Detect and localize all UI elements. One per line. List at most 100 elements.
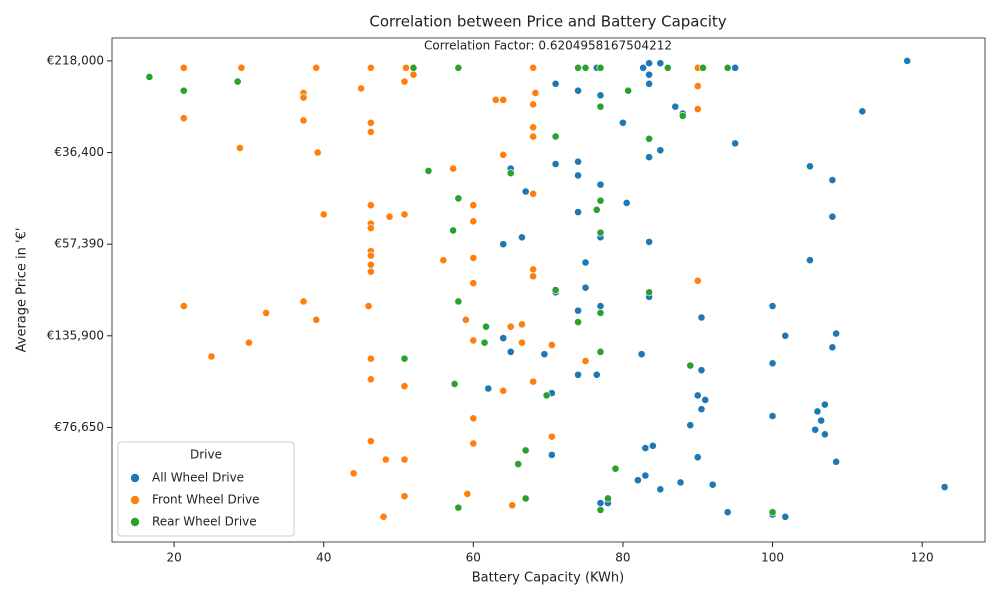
point (364, 302, 373, 310)
point (551, 79, 560, 88)
point (723, 63, 732, 72)
point (400, 492, 409, 501)
point (663, 63, 672, 72)
point (366, 63, 375, 72)
point (821, 430, 829, 439)
point (454, 297, 463, 306)
point (574, 318, 582, 326)
point (813, 407, 822, 416)
point (145, 73, 154, 81)
point (645, 59, 654, 68)
point (469, 414, 478, 423)
point (574, 157, 582, 166)
point (508, 501, 517, 510)
point (179, 302, 188, 310)
point (731, 139, 740, 148)
point (506, 169, 515, 178)
point (903, 57, 912, 65)
point (319, 210, 328, 219)
point (701, 396, 710, 404)
point (299, 116, 308, 125)
point (402, 63, 410, 72)
x-tick-label: 100 (761, 551, 784, 565)
point (596, 228, 605, 237)
point (179, 63, 188, 72)
point (233, 77, 242, 86)
point (366, 128, 375, 136)
point (529, 272, 538, 281)
point (312, 315, 321, 324)
point (366, 354, 375, 363)
point (781, 512, 790, 521)
point (547, 432, 556, 441)
point (409, 63, 418, 72)
point (499, 240, 508, 249)
legend-marker (130, 473, 140, 483)
point (656, 485, 665, 494)
point (449, 164, 458, 173)
point (499, 334, 508, 343)
point (454, 503, 463, 512)
x-tick-label: 60 (466, 551, 481, 565)
point (596, 499, 605, 507)
point (697, 405, 706, 414)
point (499, 95, 508, 104)
point (518, 320, 526, 329)
point (697, 313, 706, 322)
point (484, 384, 493, 393)
point (574, 63, 582, 72)
point (828, 212, 837, 221)
point (469, 254, 478, 262)
point (540, 350, 549, 359)
y-tick-label: €57,390 (54, 237, 104, 251)
point (366, 260, 375, 269)
point (385, 212, 394, 221)
point (633, 476, 642, 485)
point (596, 196, 605, 205)
point (768, 302, 777, 310)
legend-marker (130, 517, 140, 527)
point (622, 199, 631, 207)
point (596, 309, 605, 317)
point (624, 86, 633, 95)
point (781, 331, 790, 340)
point (686, 421, 695, 430)
point (656, 146, 665, 155)
point (693, 391, 702, 400)
point (463, 489, 472, 498)
point (596, 347, 605, 356)
point (469, 439, 478, 448)
point (641, 471, 650, 480)
point (529, 189, 538, 198)
point (529, 132, 538, 141)
point (592, 370, 601, 379)
point (506, 322, 515, 331)
point (596, 102, 605, 111)
y-tick-label: €218,000 (47, 53, 104, 67)
x-tick-label: 80 (615, 551, 630, 565)
point (547, 341, 556, 349)
point (518, 338, 526, 347)
point (596, 180, 605, 189)
point (299, 297, 308, 306)
point (637, 350, 646, 359)
point (723, 508, 732, 517)
plot-frame (111, 37, 986, 543)
point (237, 63, 246, 72)
point (179, 86, 188, 95)
point (645, 288, 654, 297)
point (469, 279, 478, 288)
point (299, 93, 308, 102)
point (244, 338, 253, 347)
point (581, 63, 590, 72)
legend-label: Front Wheel Drive (152, 493, 260, 507)
point (469, 336, 478, 345)
point (731, 63, 740, 72)
point (596, 302, 605, 310)
point (686, 361, 695, 370)
point (366, 224, 375, 233)
x-tick-label: 40 (316, 551, 331, 565)
point (768, 412, 777, 420)
point (699, 63, 707, 72)
point (491, 95, 500, 104)
